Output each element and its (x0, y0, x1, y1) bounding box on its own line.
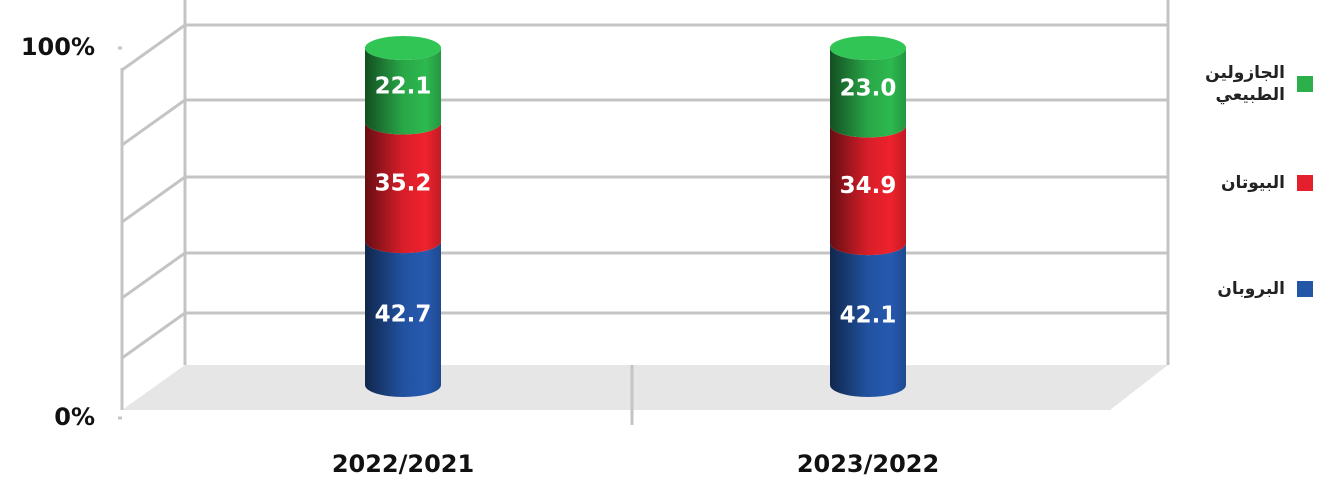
y-tick-label: 0% (54, 403, 95, 431)
legend-swatch (1297, 281, 1313, 297)
bar-top (830, 36, 906, 60)
data-label: 42.1 (840, 303, 897, 329)
bar-segment (365, 122, 441, 254)
legend-label: الجازولين الطبيعي (1205, 63, 1285, 105)
legend-label: البيوتان (1220, 173, 1285, 193)
data-label: 22.1 (375, 74, 432, 100)
legend-item: الجازولين الطبيعي (1175, 62, 1313, 106)
legend-item: البروبان (1175, 278, 1313, 300)
data-label: 23.0 (840, 75, 897, 101)
data-label: 34.9 (840, 173, 897, 199)
legend-swatch (1297, 76, 1313, 92)
x-tick-label: 2023/2022 (797, 450, 939, 478)
bar-segment (830, 125, 906, 256)
walls (120, 0, 1170, 425)
x-tick-label: 2022/2021 (332, 450, 474, 478)
bar-segment (365, 48, 441, 135)
bar-segment (365, 241, 441, 397)
legend-item: البيوتان (1175, 172, 1313, 194)
legend-swatch (1297, 175, 1313, 191)
y-tick-label: 100% (21, 33, 95, 61)
bar-segment (830, 243, 906, 397)
bar-top (365, 36, 441, 60)
data-label: 35.2 (375, 170, 432, 196)
data-label: 42.7 (375, 302, 432, 328)
legend-label: البروبان (1217, 279, 1285, 299)
bar-segment (830, 48, 906, 138)
